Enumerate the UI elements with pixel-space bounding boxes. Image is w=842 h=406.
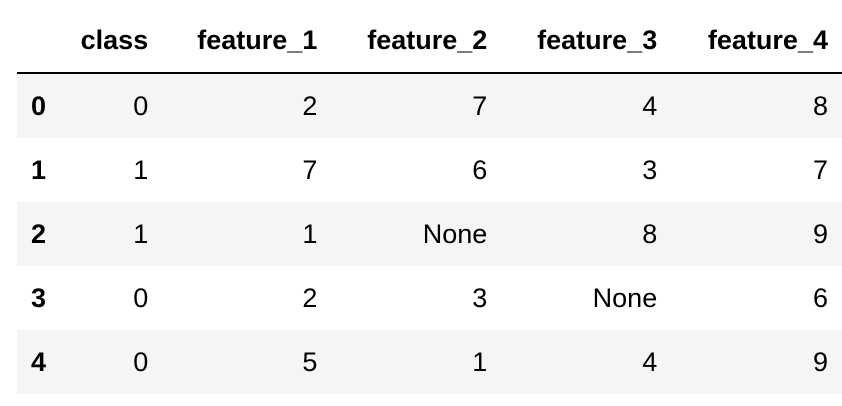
table-cell: 9 xyxy=(812,219,828,249)
table-row: 1 1 7 6 3 7 xyxy=(17,138,842,202)
column-header-feature-1: feature_1 xyxy=(162,9,332,74)
table-cell: 0 xyxy=(133,283,149,313)
table-row: 4 0 5 1 4 9 xyxy=(17,330,842,394)
table-cell: 7 xyxy=(302,155,318,185)
table-row: 3 0 2 3 None 6 xyxy=(17,266,842,330)
table-header: class feature_1 feature_2 feature_3 feat… xyxy=(17,9,842,74)
dataframe-table: class feature_1 feature_2 feature_3 feat… xyxy=(17,9,842,394)
header-row: class feature_1 feature_2 feature_3 feat… xyxy=(17,9,842,74)
table-body: 0 0 2 7 4 8 1 1 7 6 3 7 2 1 1 None 8 xyxy=(17,73,842,394)
table-cell: 0 xyxy=(133,91,149,121)
table-cell: 4 xyxy=(642,347,658,377)
table-cell: 2 xyxy=(302,283,318,313)
table-cell: 0 xyxy=(133,347,149,377)
table-cell: 4 xyxy=(642,91,658,121)
table-cell: 1 xyxy=(133,219,149,249)
table-cell: 3 xyxy=(472,283,488,313)
column-header-feature-3: feature_3 xyxy=(501,9,672,74)
row-index: 4 xyxy=(31,347,47,377)
table-cell: 1 xyxy=(302,219,318,249)
table-row: 2 1 1 None 8 9 xyxy=(17,202,842,266)
table-cell: 6 xyxy=(472,155,488,185)
row-index: 0 xyxy=(31,91,47,121)
table-cell: 5 xyxy=(302,347,318,377)
column-header-class: class xyxy=(61,9,163,74)
table-cell: 1 xyxy=(133,155,149,185)
column-header-feature-2: feature_2 xyxy=(331,9,502,74)
table-cell: 9 xyxy=(812,347,828,377)
row-index: 2 xyxy=(31,219,47,249)
table-cell: 3 xyxy=(642,155,658,185)
index-header xyxy=(17,9,62,74)
table-cell: None xyxy=(592,283,658,313)
row-index: 3 xyxy=(31,283,47,313)
table-cell: 2 xyxy=(302,91,318,121)
table-cell: None xyxy=(422,219,488,249)
table-row: 0 0 2 7 4 8 xyxy=(17,73,842,138)
table-cell: 1 xyxy=(472,347,488,377)
table-cell: 8 xyxy=(812,91,828,121)
table-cell: 7 xyxy=(812,155,828,185)
column-header-feature-4: feature_4 xyxy=(671,9,842,74)
row-index: 1 xyxy=(31,155,47,185)
table-cell: 7 xyxy=(472,91,488,121)
table-cell: 6 xyxy=(812,283,828,313)
table-cell: 8 xyxy=(642,219,658,249)
